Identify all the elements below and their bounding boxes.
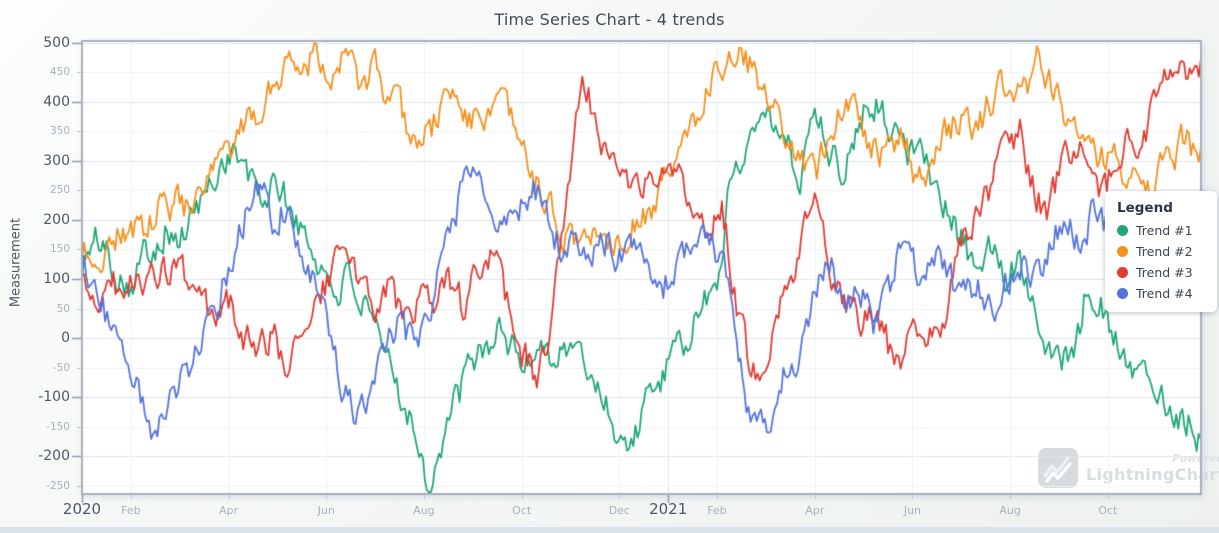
- y-tick-label: 100: [43, 271, 70, 288]
- legend-swatch-icon: [1117, 267, 1128, 278]
- y-tick-label: 150: [49, 243, 70, 256]
- y-tick-label: 50: [56, 302, 70, 315]
- y-tick-label: -150: [46, 420, 70, 433]
- y-axis-title: Measurement: [8, 217, 24, 308]
- x-tick-label: Jun: [903, 504, 922, 517]
- y-tick-label: -250: [46, 479, 70, 492]
- legend-swatch-icon: [1117, 288, 1128, 299]
- x-tick-label: Aug: [413, 504, 435, 517]
- legend-item-label: Trend #3: [1136, 265, 1193, 280]
- y-tick-label: -200: [38, 448, 70, 465]
- x-tick-label: Oct: [1098, 504, 1118, 517]
- x-tick-label: Dec: [608, 504, 630, 517]
- legend-item[interactable]: Trend #2: [1117, 244, 1203, 259]
- legend-swatch-icon: [1117, 225, 1128, 236]
- x-tick-label: Feb: [121, 504, 141, 517]
- x-tick-label: Aug: [999, 504, 1021, 517]
- y-tick-label: 400: [43, 93, 70, 110]
- y-tick-label: -50: [52, 361, 70, 374]
- x-tick-label: 2021: [649, 500, 688, 518]
- x-tick-label: Oct: [512, 504, 532, 517]
- x-tick-label: Jun: [317, 504, 335, 517]
- x-tick-label: Apr: [805, 504, 825, 517]
- legend-item[interactable]: Trend #4: [1117, 286, 1203, 301]
- legend-item-label: Trend #1: [1136, 223, 1193, 238]
- x-tick-label: 2020: [62, 500, 102, 518]
- y-tick-label: 300: [43, 152, 70, 169]
- chart-title: Time Series Chart - 4 trends: [494, 10, 725, 29]
- x-tick-label: Feb: [707, 504, 727, 517]
- y-tick-label: -100: [38, 389, 70, 406]
- y-tick-label: 250: [49, 184, 70, 197]
- legend-box: Legend Trend #1 Trend #2 Trend #3 Trend #4: [1105, 191, 1217, 312]
- y-tick-label: 200: [43, 211, 70, 228]
- legend-item-label: Trend #4: [1136, 286, 1193, 301]
- legend-item[interactable]: Trend #3: [1117, 265, 1203, 280]
- legend-item-label: Trend #2: [1136, 244, 1193, 259]
- bottom-strip: [0, 527, 1219, 533]
- y-tick-label: 0: [61, 330, 70, 347]
- legend-swatch-icon: [1117, 246, 1128, 257]
- legend-item[interactable]: Trend #1: [1117, 223, 1203, 238]
- legend-title: Legend: [1117, 200, 1173, 216]
- y-tick-label: 350: [49, 125, 70, 138]
- y-tick-label: 500: [43, 34, 70, 51]
- y-tick-label: 450: [49, 66, 70, 79]
- x-tick-label: Apr: [219, 504, 239, 517]
